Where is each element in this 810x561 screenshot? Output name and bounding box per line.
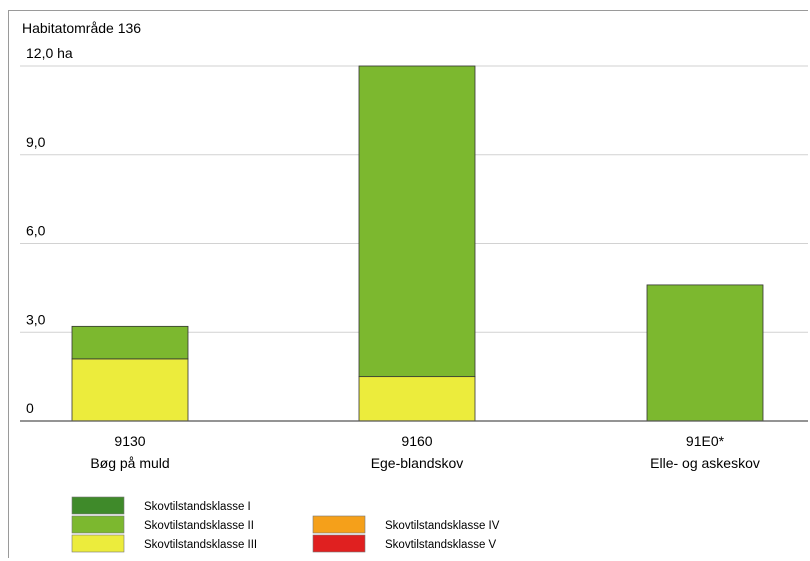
bar-segment-9130-class-3 — [71, 358, 189, 422]
legend-label: Skovtilstandsklasse V — [385, 539, 497, 551]
legend-label: Skovtilstandsklasse III — [144, 539, 257, 551]
legend-label: Skovtilstandsklasse II — [144, 520, 254, 532]
category-code: 9160 — [401, 433, 432, 449]
chart-title: Habitatområde 136 — [22, 20, 141, 36]
legend-swatch — [312, 515, 366, 534]
bar-segment-9160-class-3 — [358, 376, 476, 422]
category-code: 9130 — [114, 433, 145, 449]
bars — [71, 65, 764, 422]
y-tick-label: 3,0 — [26, 311, 46, 327]
legend-label: Skovtilstandsklasse I — [144, 501, 251, 513]
legend: Skovtilstandsklasse I Skovtilstandsklasse… — [71, 496, 500, 553]
legend-swatch — [312, 534, 366, 553]
y-tick-label: 6,0 — [26, 223, 46, 239]
legend-label: Skovtilstandsklasse IV — [385, 520, 500, 532]
bar-segment-91e0-class-2 — [646, 284, 764, 422]
legend-swatch — [71, 534, 125, 553]
y-tick-label: 12,0 ha — [26, 45, 73, 61]
chart-frame — [8, 10, 808, 558]
x-axis-categories: 9130 Bøg på muld 9160 Ege-blandskov 91E0* Ell… — [90, 433, 760, 471]
bar-segment-9130-class-2 — [71, 325, 189, 360]
category-name: Bøg på muld — [90, 455, 169, 471]
category-name: Elle- og askeskov — [650, 455, 760, 471]
legend-swatch — [71, 515, 125, 534]
legend-swatch — [71, 496, 125, 515]
y-axis-ticks: 0 3,0 6,0 9,0 12,0 ha — [26, 45, 73, 416]
category-code: 91E0* — [686, 433, 725, 449]
category-name: Ege-blandskov — [371, 455, 464, 471]
y-tick-label: 9,0 — [26, 134, 46, 150]
bar-segment-9160-class-2 — [358, 65, 476, 378]
y-tick-label: 0 — [26, 400, 34, 416]
